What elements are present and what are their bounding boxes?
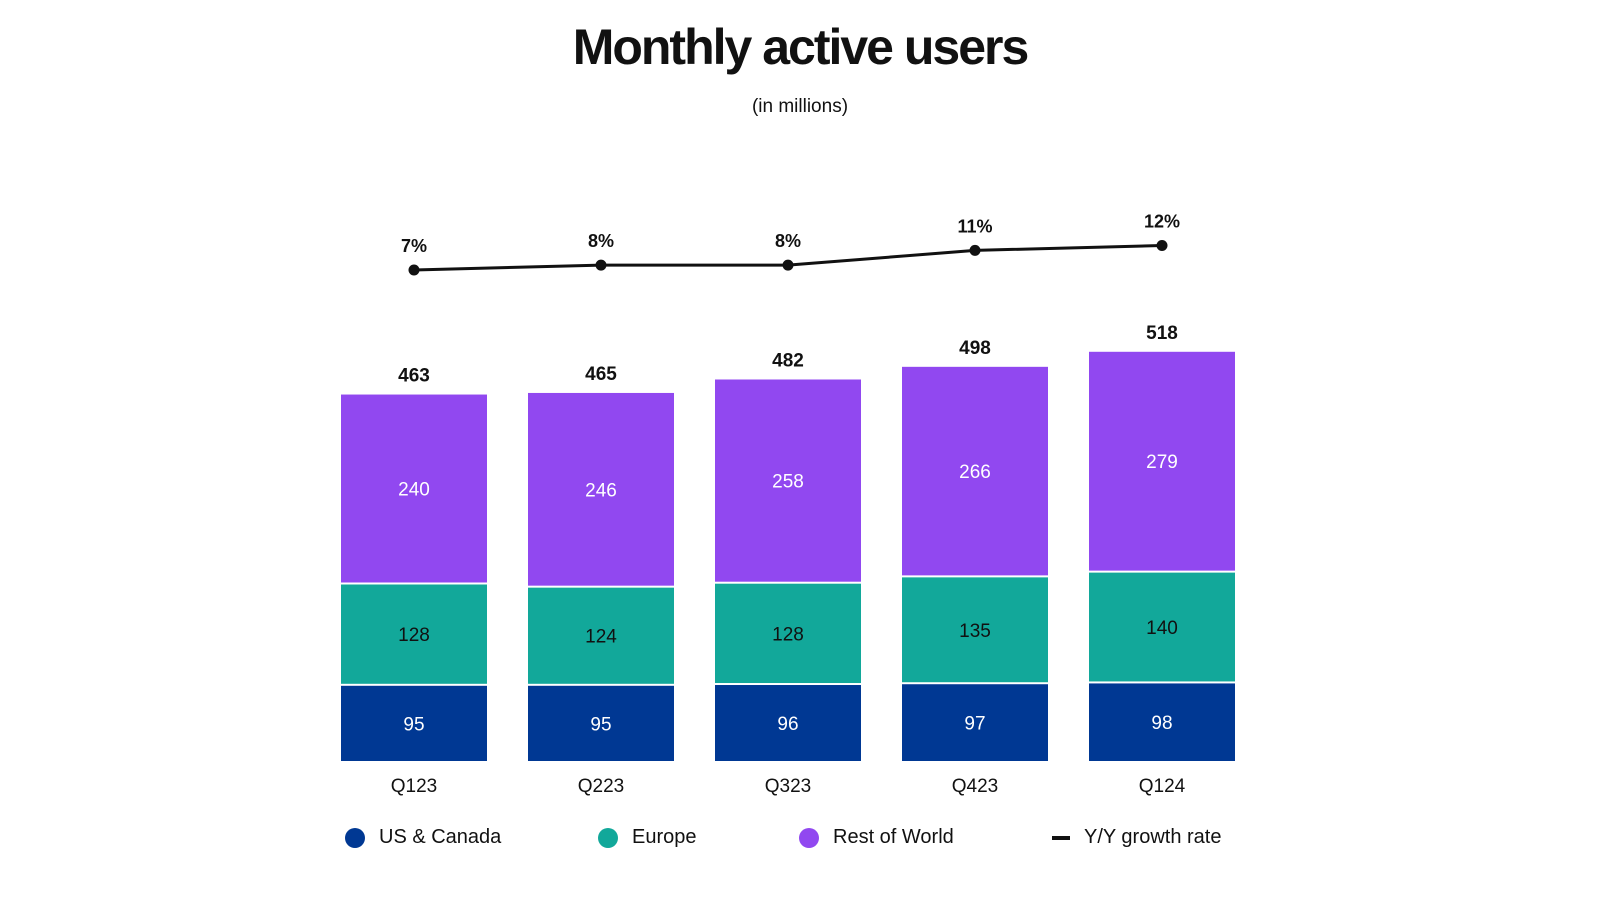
legend-item-us-canada[interactable]: US & Canada bbox=[345, 826, 501, 849]
bar-europe-q223 bbox=[528, 587, 674, 684]
legend-item-yy-growth[interactable]: Y/Y growth rate bbox=[1052, 826, 1221, 849]
x-tick-label-q423: Q423 bbox=[952, 776, 998, 797]
bar-us-canada-q223 bbox=[528, 685, 674, 761]
x-tick-label-q123: Q123 bbox=[391, 776, 437, 797]
growth-point-q223 bbox=[595, 259, 607, 271]
legend-label-yy-growth: Y/Y growth rate bbox=[1084, 826, 1222, 848]
chart-subtitle: (in millions) bbox=[751, 96, 849, 117]
growth-label-q323: 8% bbox=[775, 231, 801, 251]
growth-point-q423 bbox=[969, 244, 981, 256]
x-tick-label-q124: Q124 bbox=[1139, 776, 1186, 797]
bar-europe-q123 bbox=[341, 584, 487, 684]
data-label-us-canada-q323: 96 bbox=[777, 714, 798, 735]
legend-swatch-us-canada bbox=[345, 827, 365, 848]
bar-us-canada-q423 bbox=[902, 684, 1048, 761]
data-label-rest-of-world-q223: 246 bbox=[585, 480, 617, 501]
data-label-rest-of-world-q423: 266 bbox=[959, 462, 991, 483]
legend-label-us-canada: US & Canada bbox=[379, 826, 502, 848]
bar-us-canada-q124 bbox=[1089, 683, 1235, 761]
data-label-rest-of-world-q124: 279 bbox=[1146, 452, 1178, 473]
legend-swatch-yy-growth bbox=[1052, 835, 1070, 840]
bar-rest-of-world-q123 bbox=[341, 394, 487, 583]
data-label-europe-q423: 135 bbox=[959, 621, 991, 642]
growth-point-q123 bbox=[408, 264, 420, 276]
data-label-us-canada-q423: 97 bbox=[964, 714, 985, 735]
data-label-us-canada-q124: 98 bbox=[1151, 713, 1172, 734]
legend-item-rest-of-world[interactable]: Rest of World bbox=[799, 826, 954, 849]
legend: US & Canada Europe Rest of World Y/Y gro… bbox=[0, 826, 1600, 866]
bar-rest-of-world-q124 bbox=[1089, 351, 1235, 571]
data-label-europe-q223: 124 bbox=[585, 627, 617, 648]
chart-title: Monthly active users bbox=[572, 19, 1030, 75]
total-label-q323: 482 bbox=[772, 350, 804, 371]
growth-label-q123: 7% bbox=[401, 236, 427, 256]
bar-us-canada-q323 bbox=[715, 685, 861, 761]
bar-rest-of-world-q223 bbox=[528, 392, 674, 586]
data-label-europe-q323: 128 bbox=[772, 624, 804, 645]
bar-us-canada-q123 bbox=[341, 685, 487, 761]
total-label-q423: 498 bbox=[959, 338, 991, 359]
total-label-q123: 463 bbox=[398, 366, 430, 387]
data-label-us-canada-q223: 95 bbox=[590, 714, 611, 735]
data-label-europe-q123: 128 bbox=[398, 625, 430, 646]
growth-point-q323 bbox=[782, 259, 794, 271]
bar-rest-of-world-q423 bbox=[902, 366, 1048, 576]
bar-rest-of-world-q323 bbox=[715, 379, 861, 582]
x-tick-label-q223: Q223 bbox=[578, 776, 624, 797]
data-label-europe-q124: 140 bbox=[1146, 618, 1178, 639]
growth-label-q223: 8% bbox=[588, 231, 614, 251]
growth-label-q124: 12% bbox=[1144, 212, 1180, 232]
legend-label-rest-of-world: Rest of World bbox=[833, 826, 954, 848]
growth-point-q124 bbox=[1156, 240, 1168, 251]
data-label-rest-of-world-q123: 240 bbox=[398, 480, 430, 501]
growth-label-q423: 11% bbox=[957, 216, 992, 236]
legend-swatch-rest-of-world bbox=[799, 827, 819, 848]
total-label-q124: 518 bbox=[1146, 323, 1178, 344]
bar-europe-q423 bbox=[902, 577, 1048, 683]
legend-swatch-europe bbox=[598, 827, 618, 848]
x-tick-label-q323: Q323 bbox=[765, 776, 811, 797]
bar-europe-q124 bbox=[1089, 572, 1235, 682]
bar-europe-q323 bbox=[715, 583, 861, 684]
data-label-rest-of-world-q323: 258 bbox=[772, 472, 804, 493]
legend-item-europe[interactable]: Europe bbox=[598, 826, 697, 849]
legend-label-europe: Europe bbox=[632, 826, 697, 848]
total-label-q223: 465 bbox=[585, 364, 617, 385]
data-label-us-canada-q123: 95 bbox=[403, 714, 424, 735]
